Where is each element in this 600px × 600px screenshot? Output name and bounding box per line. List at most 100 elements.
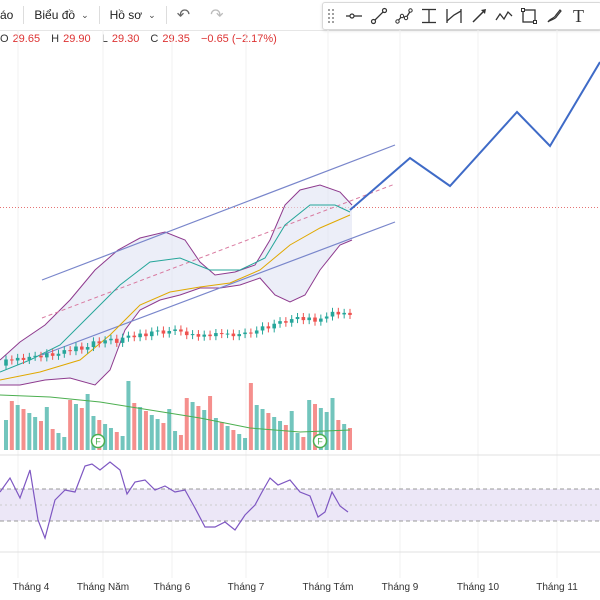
candle-body — [97, 341, 102, 344]
change-value: −0.65 (−2.17%) — [200, 33, 277, 45]
fib-retracement-tool-icon[interactable] — [416, 4, 441, 28]
candle-body — [243, 332, 247, 335]
candle-body — [126, 335, 131, 338]
redo-icon[interactable]: ↷ — [210, 7, 224, 24]
candle-body — [4, 359, 8, 366]
close-value: 29.35 — [162, 33, 190, 45]
moving-average-slow-line — [0, 214, 351, 381]
candle-body — [219, 333, 224, 335]
volume-bar — [143, 411, 148, 450]
menu-divider — [98, 6, 100, 24]
volume-bar — [348, 428, 352, 450]
candle-body — [348, 312, 352, 315]
volume-bar — [318, 408, 323, 450]
candle-body — [214, 333, 218, 337]
volume-bar — [307, 400, 312, 450]
volume-bar — [237, 434, 242, 450]
menu-divider — [165, 6, 167, 24]
candle-body — [272, 323, 277, 329]
brush-arrow-tool-icon[interactable] — [466, 4, 491, 28]
candle-body — [284, 321, 288, 323]
time-axis[interactable]: Tháng 4 Tháng Năm Tháng 6 Tháng 7 Tháng Tám T… — [0, 578, 600, 600]
volume-bar — [33, 417, 38, 450]
candle-body — [301, 317, 306, 321]
trend-line-tool-icon[interactable] — [366, 4, 391, 28]
volume-bar — [50, 429, 55, 450]
channel-midline — [41, 183, 396, 319]
candle-body — [190, 334, 195, 336]
polyline-tool-icon[interactable] — [391, 4, 416, 28]
candle-body — [202, 334, 207, 337]
candle-body — [15, 357, 20, 361]
volume-bar — [208, 396, 213, 450]
volume-average-line — [0, 394, 351, 433]
volume-bar — [68, 400, 73, 450]
candle-body — [237, 334, 242, 337]
candle-body — [109, 338, 113, 341]
candle-body — [208, 334, 212, 337]
x-axis-tick-label: Tháng Năm — [76, 582, 130, 593]
volume-bar — [114, 432, 119, 450]
candle-body — [27, 356, 32, 360]
x-axis-tick-label: Tháng 11 — [536, 582, 578, 593]
candle-body — [62, 350, 67, 354]
zigzag-projection-tool-icon[interactable] — [491, 4, 516, 28]
volume-bar — [79, 408, 84, 450]
volume-bar — [103, 424, 108, 450]
candle-body — [278, 321, 282, 324]
profile-menu-button[interactable]: Hồ sơ ⌄ — [100, 0, 166, 30]
volume-bar — [85, 394, 90, 450]
candle-body — [319, 318, 323, 322]
bollinger-fill — [0, 185, 352, 385]
volume-bar — [132, 403, 137, 450]
low-key: L — [101, 33, 108, 45]
candle-body — [114, 338, 119, 343]
volume-bar — [336, 420, 341, 450]
fib-extension-tool-icon[interactable] — [441, 4, 466, 28]
volume-bar — [278, 421, 283, 450]
x-axis-tick-label: Tháng Tám — [302, 582, 354, 593]
volume-bar — [342, 424, 347, 450]
rectangle-tool-icon[interactable] — [516, 4, 541, 28]
candle-body — [266, 326, 271, 329]
volume-bar — [283, 425, 288, 450]
x-axis-tick-label: Tháng 6 — [153, 582, 191, 593]
candle-body — [33, 355, 37, 357]
volume-bar — [56, 433, 61, 450]
channel-lower-line — [41, 221, 396, 356]
volume-bar — [289, 411, 294, 450]
drag-handle-icon[interactable] — [327, 8, 335, 24]
volume-bar — [202, 410, 207, 450]
volume-bar — [243, 438, 248, 450]
x-axis-tick-label: Tháng 9 — [381, 582, 419, 593]
candle-body — [231, 333, 236, 337]
partial-menu-item[interactable]: áo — [0, 0, 23, 30]
horizontal-ray-tool-icon[interactable] — [341, 4, 366, 28]
undo-icon[interactable]: ↶ — [176, 7, 191, 24]
volume-bar — [196, 406, 201, 450]
text-tool-icon[interactable]: T — [573, 5, 584, 26]
projection-path-line — [349, 61, 600, 211]
x-axis-tick-label: Tháng 4 — [12, 582, 50, 593]
volume-bar — [44, 407, 49, 450]
volume-bar — [161, 423, 166, 450]
partial-menu-label: áo — [0, 8, 14, 22]
open-value: 29.65 — [12, 33, 41, 45]
volume-bar — [9, 401, 14, 450]
candle-body — [144, 333, 148, 337]
volume-bar — [21, 409, 26, 450]
volume-bar — [178, 435, 183, 450]
volume-bar — [108, 428, 113, 450]
candle-body — [155, 330, 160, 332]
brush-tool-icon[interactable] — [541, 4, 566, 28]
bollinger-lower-line — [0, 239, 353, 386]
volume-bar — [62, 437, 67, 450]
candle-body — [249, 332, 253, 334]
candle-body — [74, 346, 78, 352]
chart-menu-button[interactable]: Biểu đồ ⌄ — [24, 0, 98, 30]
candle-body — [307, 317, 311, 321]
open-key: O — [0, 33, 9, 45]
candle-body — [132, 335, 137, 338]
volume-bar — [254, 405, 259, 450]
